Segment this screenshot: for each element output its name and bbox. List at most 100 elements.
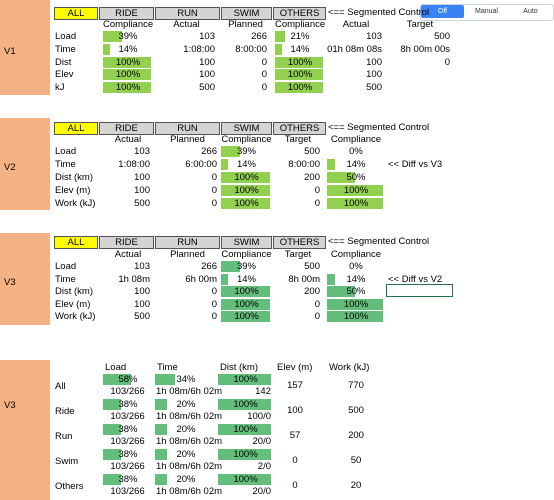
column-header: Actual <box>173 19 200 30</box>
cell-value: 0 <box>211 172 217 183</box>
cell-value: 8:00:00 <box>235 43 267 55</box>
row-label: Others <box>55 481 84 492</box>
cell-value: 1:08:00 <box>183 43 215 55</box>
block-label-cell <box>0 118 50 210</box>
data-bar <box>221 286 270 298</box>
data-bar <box>327 286 355 298</box>
tab[interactable]: OTHERS <box>273 122 326 135</box>
segment-option[interactable]: Off <box>421 5 464 18</box>
block-label-cell <box>0 233 50 325</box>
cell-value: 103 <box>134 146 150 157</box>
cell-value: 200 <box>304 286 320 298</box>
column-header: Target <box>284 249 312 260</box>
cell-value: 0 <box>261 56 267 68</box>
percent-label: 100% <box>233 424 258 435</box>
cell-value: 500 <box>434 31 450 42</box>
cell-value: 100 <box>134 286 150 298</box>
row-label: Time <box>55 273 76 285</box>
tab[interactable]: SWIM <box>221 122 272 135</box>
block-label: V2 <box>4 162 16 173</box>
cell-value: 0 <box>314 198 320 209</box>
cell-value: 0 <box>211 298 217 310</box>
cell-value: 100 <box>134 185 150 196</box>
percent-label: 100% <box>234 298 259 310</box>
elev-value: 57 <box>289 430 301 441</box>
cell-value: 100 <box>199 69 215 81</box>
cell-value: 500 <box>134 198 150 209</box>
tab[interactable]: RUN <box>155 236 220 249</box>
tab[interactable]: SWIM <box>221 7 272 20</box>
percent-label: 100% <box>343 298 369 310</box>
data-bar <box>327 298 383 310</box>
row-label: Time <box>55 43 76 55</box>
cell-value: 500 <box>199 82 215 94</box>
ratio-value: 103/266 <box>110 461 145 472</box>
percent-label: 100% <box>115 56 141 68</box>
column-header: Load <box>105 362 127 373</box>
row-note: << Diff vs V2 <box>388 273 443 285</box>
cell-value: 8:00:00 <box>288 159 320 170</box>
data-bar <box>327 185 383 196</box>
percent-label: 100% <box>234 286 259 298</box>
cell-value: 0 <box>314 311 320 323</box>
percent-label: 100% <box>233 374 258 385</box>
ratio-value: 20/0 <box>252 486 272 497</box>
ratio-value: 1h 08m/6h 02m <box>156 436 223 447</box>
ratio-value: 1h 08m/6h 02m <box>156 411 223 422</box>
percent-label: 14% <box>290 43 310 55</box>
column-header: Compliance <box>103 19 154 30</box>
column-header: Actual <box>342 19 370 30</box>
tab[interactable]: RIDE <box>99 122 154 135</box>
tab[interactable]: RIDE <box>99 7 154 20</box>
percent-label: 100% <box>115 69 141 81</box>
cell-value: 01h 08m 08s <box>327 43 382 55</box>
data-bar <box>155 474 167 485</box>
work-value: 500 <box>348 405 364 416</box>
ratio-value: 142 <box>255 386 271 397</box>
ratio-value: 103/266 <box>110 436 145 447</box>
cell-value: 100 <box>366 56 382 68</box>
tab[interactable]: ALL <box>54 7 98 20</box>
block-label: V1 <box>4 45 16 57</box>
tab[interactable]: RUN <box>155 122 220 135</box>
cell-value: 266 <box>201 261 217 272</box>
percent-label: 100% <box>287 56 313 68</box>
cell-value: 0 <box>211 311 217 323</box>
ratio-value: 1h 08m/6h 02m <box>156 486 223 497</box>
data-bar <box>218 449 271 460</box>
data-bar <box>327 172 355 183</box>
tab[interactable]: OTHERS <box>273 7 326 20</box>
percent-label: 39% <box>236 146 256 157</box>
ratio-value: 2/0 <box>257 461 271 472</box>
segment-option[interactable]: Auto <box>523 8 538 15</box>
tab[interactable]: RUN <box>155 7 220 20</box>
tab[interactable]: ALL <box>54 122 98 135</box>
block-label-cell <box>0 0 50 95</box>
column-header: Planned <box>170 134 205 145</box>
elev-value: 100 <box>287 405 303 416</box>
percent-label: 38% <box>118 399 138 410</box>
tab[interactable]: OTHERS <box>273 236 326 249</box>
segment-option[interactable]: Manual <box>475 8 498 15</box>
ratio-value: 103/266 <box>110 486 145 497</box>
data-bar <box>155 424 167 435</box>
tab[interactable]: ALL <box>54 236 98 249</box>
row-label: Load <box>55 146 77 157</box>
ratio-value: 100/0 <box>247 411 271 422</box>
percent-label: 20% <box>176 474 196 485</box>
tab[interactable]: RIDE <box>99 236 154 249</box>
percent-label: 20% <box>176 399 196 410</box>
cell-value: 0 <box>261 82 267 94</box>
cell-value: 100 <box>366 69 382 81</box>
data-bar <box>275 82 323 94</box>
tab[interactable]: SWIM <box>221 236 272 249</box>
column-header: Compliance <box>330 249 382 260</box>
selected-cell[interactable] <box>386 284 453 297</box>
percent-label: 21% <box>290 31 310 42</box>
row-label: Dist <box>55 56 72 68</box>
work-value: 50 <box>350 455 362 466</box>
percent-label: 34% <box>176 374 196 385</box>
data-bar <box>275 31 286 42</box>
data-bar <box>103 424 122 435</box>
cell-value: 103 <box>134 261 150 272</box>
